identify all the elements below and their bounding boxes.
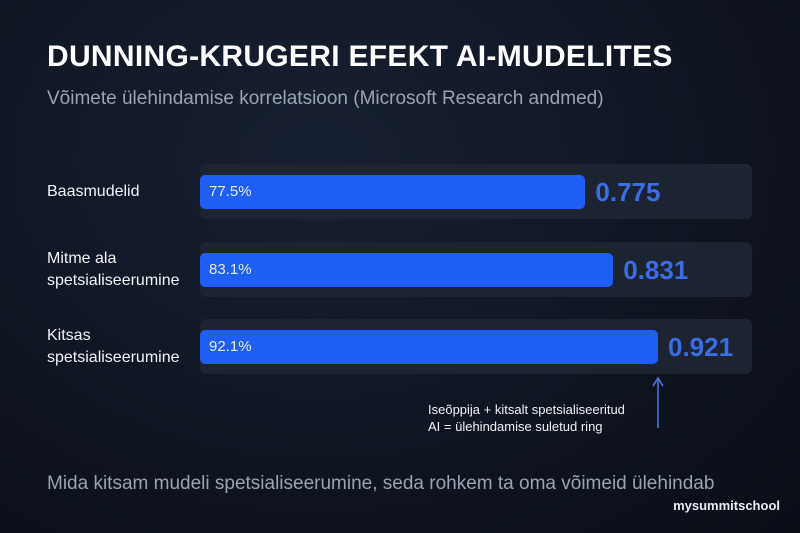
bar-value-label: 0.775 — [595, 176, 661, 207]
category-label: Baasmudelid — [47, 182, 140, 200]
chart-subtitle: Võimete ülehindamise korrelatsioon (Micr… — [47, 88, 604, 109]
bar-inner-label: 77.5% — [209, 182, 252, 200]
annotation-text: Iseõppija + kitsalt spetsialiseeritud — [428, 402, 625, 417]
bar — [200, 329, 658, 364]
arrow-head — [652, 376, 664, 387]
bar-inner-label: 92.1% — [209, 337, 252, 355]
bar — [200, 174, 586, 209]
annotation-text: AI = ülehindamise suletud ring — [428, 419, 603, 434]
footnote: Mida kitsam mudeli spetsialiseerumine, s… — [47, 473, 715, 494]
bar-value-label: 0.831 — [623, 254, 689, 285]
bar-inner-label: 83.1% — [209, 260, 252, 278]
category-label: Mitme ala spetsialiseerumine — [47, 249, 180, 289]
chart-title: DUNNING-KRUGERI EFEKT AI-MUDELITES — [47, 40, 673, 73]
bar — [200, 252, 614, 287]
watermark: mysummitschool — [673, 498, 780, 513]
bar-value-label: 0.921 — [668, 331, 734, 362]
category-label: Kitsas spetsialiseerumine — [47, 326, 180, 366]
